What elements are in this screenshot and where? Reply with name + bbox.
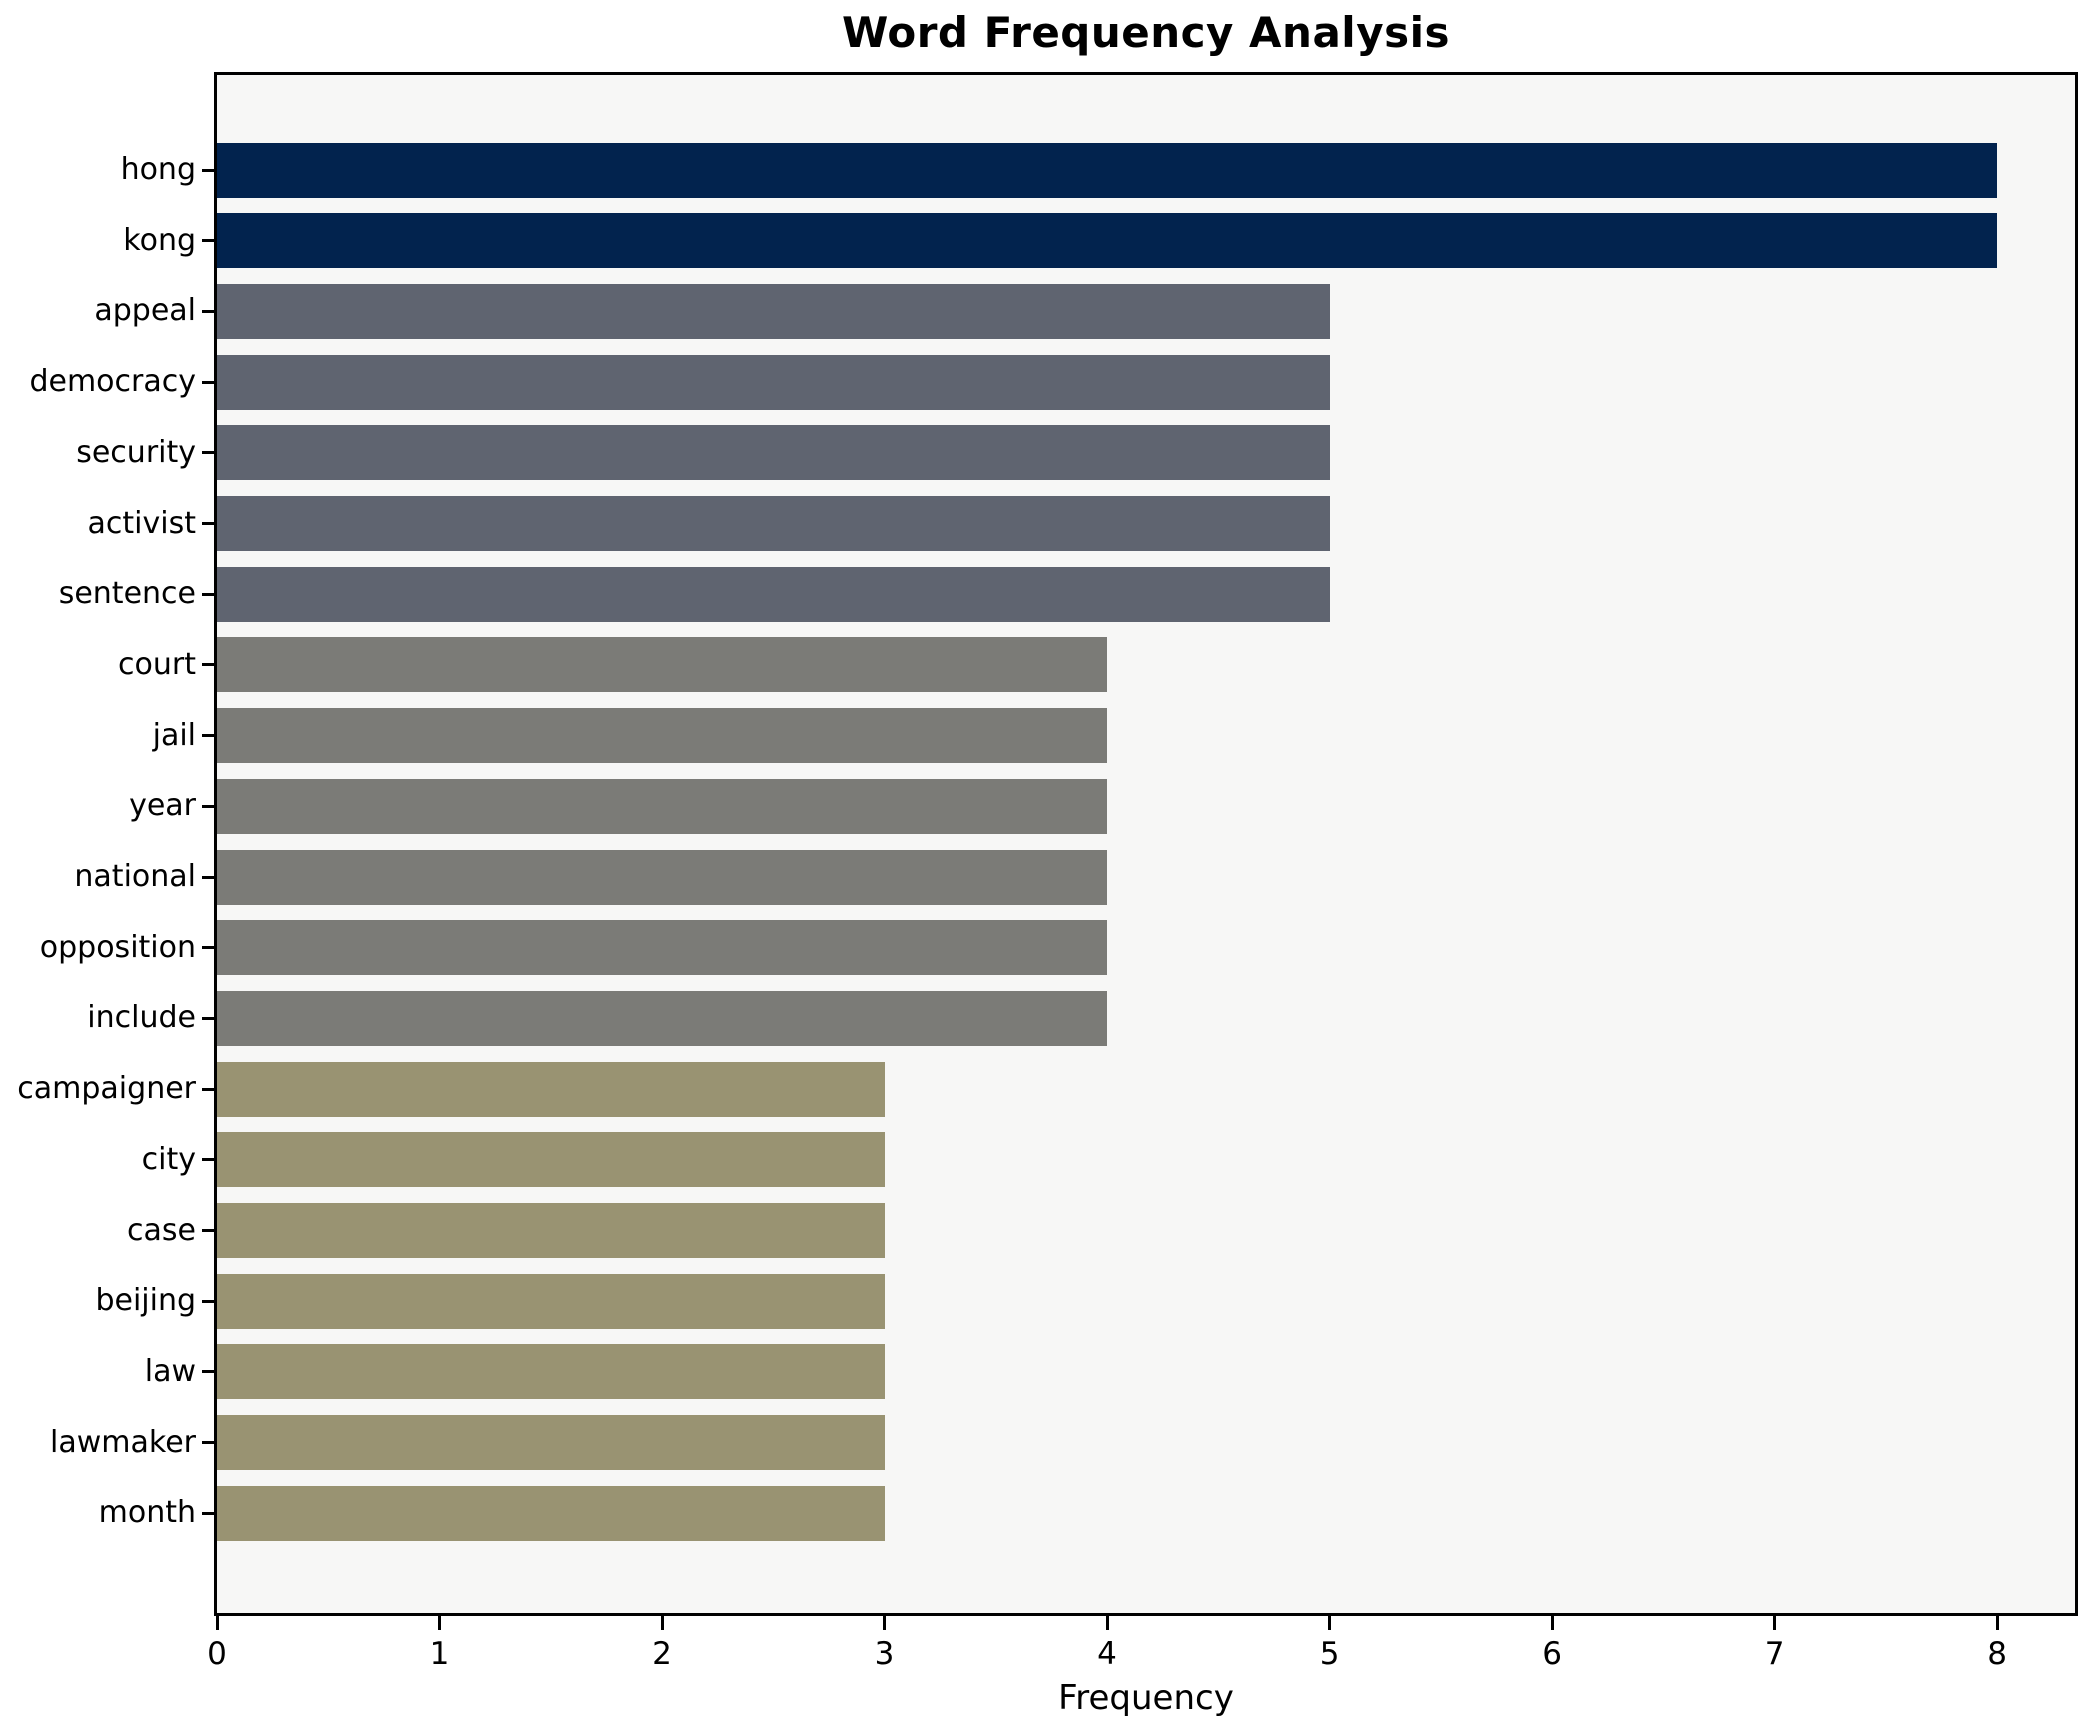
x-tick-mark <box>1328 1616 1332 1630</box>
x-tick-mark <box>1995 1616 1999 1630</box>
y-tick-label-campaigner: campaigner <box>17 1071 196 1107</box>
x-tick-label-1: 1 <box>429 1636 450 1672</box>
y-tick-label-year: year <box>129 788 196 824</box>
y-tick-mark <box>202 663 215 667</box>
bar-democracy <box>217 354 1330 410</box>
chart-title: Word Frequency Analysis <box>842 8 1450 57</box>
x-tick-label-5: 5 <box>1319 1636 1340 1672</box>
y-tick-mark <box>202 1299 215 1303</box>
y-tick-label-opposition: opposition <box>39 929 196 965</box>
bar-year <box>217 778 1107 834</box>
y-tick-mark <box>202 1158 215 1162</box>
bar-jail <box>217 708 1107 764</box>
y-tick-label-city: city <box>141 1141 196 1177</box>
bar-sentence <box>217 566 1330 622</box>
x-tick-mark <box>1105 1616 1109 1630</box>
x-tick-mark <box>1550 1616 1554 1630</box>
x-tick-label-4: 4 <box>1097 1636 1117 1672</box>
y-tick-label-activist: activist <box>87 505 196 541</box>
bar-campaigner <box>217 1061 885 1117</box>
x-axis-label: Frequency <box>1058 1678 1234 1718</box>
y-tick-mark <box>202 734 215 738</box>
x-tick-mark <box>215 1616 219 1630</box>
y-tick-label-security: security <box>76 434 196 470</box>
x-tick-label-2: 2 <box>652 1636 672 1672</box>
y-tick-mark <box>202 1370 215 1374</box>
bar-law <box>217 1344 885 1400</box>
y-tick-label-month: month <box>98 1495 196 1531</box>
y-tick-mark <box>202 946 215 950</box>
x-tick-mark <box>883 1616 887 1630</box>
bar-month <box>217 1485 885 1541</box>
y-tick-label-beijing: beijing <box>95 1283 196 1319</box>
y-tick-mark <box>202 1511 215 1515</box>
x-tick-label-7: 7 <box>1764 1636 1785 1672</box>
bar-kong <box>217 213 1997 269</box>
y-tick-mark <box>202 451 215 455</box>
y-tick-label-sentence: sentence <box>58 576 196 612</box>
y-tick-label-include: include <box>87 1000 196 1036</box>
y-tick-label-lawmaker: lawmaker <box>50 1424 196 1460</box>
y-tick-label-kong: kong <box>123 222 196 258</box>
x-tick-mark <box>438 1616 441 1630</box>
y-tick-mark <box>202 1441 215 1445</box>
y-tick-mark <box>202 592 215 596</box>
bar-court <box>217 637 1107 693</box>
bar-city <box>217 1132 885 1188</box>
y-tick-label-hong: hong <box>120 152 196 187</box>
y-tick-label-national: national <box>74 859 196 894</box>
bar-appeal <box>217 283 1330 339</box>
y-tick-label-appeal: appeal <box>94 293 196 329</box>
y-tick-mark <box>202 380 215 384</box>
x-tick-label-6: 6 <box>1542 1636 1562 1672</box>
bar-security <box>217 425 1330 481</box>
y-tick-mark <box>202 239 215 243</box>
plot-area <box>214 72 2078 1616</box>
bar-lawmaker <box>217 1415 885 1471</box>
y-tick-mark <box>202 1229 215 1232</box>
bar-include <box>217 990 1107 1046</box>
x-tick-label-0: 0 <box>207 1636 227 1672</box>
y-tick-mark <box>202 522 215 525</box>
y-tick-label-court: court <box>118 646 196 682</box>
y-tick-mark <box>202 1087 215 1091</box>
y-tick-label-jail: jail <box>152 717 196 753</box>
y-tick-label-democracy: democracy <box>29 364 196 400</box>
bar-national <box>217 849 1107 905</box>
bar-beijing <box>217 1273 885 1329</box>
x-tick-label-8: 8 <box>1987 1636 2007 1672</box>
x-tick-label-3: 3 <box>874 1636 895 1672</box>
x-tick-mark <box>1773 1616 1777 1630</box>
y-tick-mark <box>202 875 215 879</box>
y-tick-label-case: case <box>127 1212 196 1248</box>
bar-case <box>217 1203 885 1258</box>
y-tick-mark <box>202 168 215 172</box>
y-tick-mark <box>202 1016 215 1020</box>
y-tick-mark <box>202 309 215 313</box>
bar-activist <box>217 496 1330 551</box>
y-tick-label-law: law <box>144 1353 196 1389</box>
bar-opposition <box>217 920 1107 976</box>
bar-hong <box>217 142 1997 198</box>
x-tick-mark <box>660 1616 664 1630</box>
y-tick-mark <box>202 804 215 808</box>
